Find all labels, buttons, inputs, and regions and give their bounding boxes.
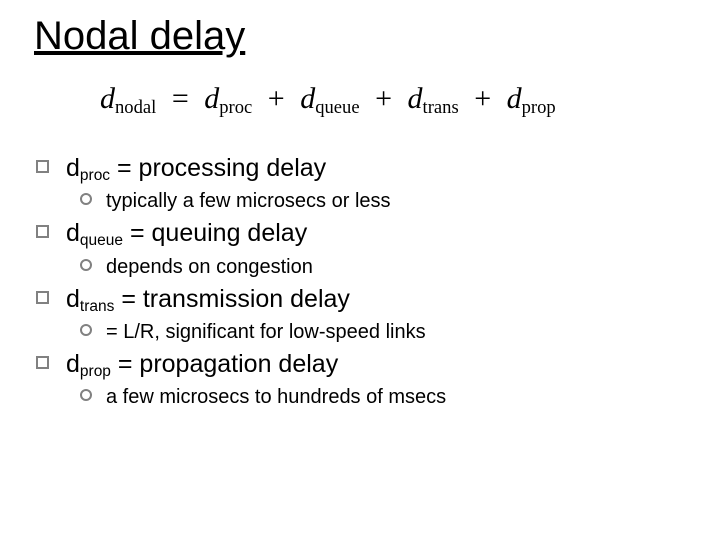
term-rest: = propagation delay bbox=[111, 350, 338, 378]
term-rest: = queuing delay bbox=[123, 219, 307, 247]
eq-equals: = bbox=[164, 82, 197, 115]
item-sub: = L/R, significant for low-speed links bbox=[80, 319, 686, 345]
list-item: dproc = processing delay typically a few… bbox=[36, 153, 686, 214]
item-main: dprop = propagation delay bbox=[36, 349, 686, 381]
eq-plus-1: + bbox=[367, 82, 400, 115]
square-bullet-icon bbox=[36, 153, 66, 173]
eq-rhs0-sub: proc bbox=[219, 97, 252, 118]
item-main: dtrans = transmission delay bbox=[36, 284, 686, 316]
item-sub: typically a few microsecs or less bbox=[80, 188, 686, 214]
item-main: dqueue = queuing delay bbox=[36, 218, 686, 250]
nodal-delay-equation: dnodal = dproc + dqueue + dtrans + dprop bbox=[100, 82, 686, 119]
square-bullet-icon bbox=[36, 349, 66, 369]
term-sub: proc bbox=[80, 167, 110, 184]
eq-rhs3-var: d bbox=[507, 82, 522, 115]
eq-rhs1-var: d bbox=[300, 82, 315, 115]
term-rest: = transmission delay bbox=[114, 285, 350, 313]
item-sub-text: typically a few microsecs or less bbox=[106, 188, 391, 214]
term-var: d bbox=[66, 154, 80, 182]
eq-plus-0: + bbox=[260, 82, 293, 115]
eq-rhs1-sub: queue bbox=[315, 97, 359, 118]
eq-rhs2-var: d bbox=[408, 82, 423, 115]
item-sub: a few microsecs to hundreds of msecs bbox=[80, 384, 686, 410]
circle-bullet-icon bbox=[80, 319, 106, 336]
circle-bullet-icon bbox=[80, 188, 106, 205]
slide: Nodal delay dnodal = dproc + dqueue + dt… bbox=[0, 0, 720, 540]
eq-lhs-var: d bbox=[100, 82, 115, 115]
list-item: dprop = propagation delay a few microsec… bbox=[36, 349, 686, 410]
slide-title: Nodal delay bbox=[34, 14, 686, 58]
term-var: d bbox=[66, 219, 80, 247]
item-term: dtrans = transmission delay bbox=[66, 284, 350, 316]
item-term: dprop = propagation delay bbox=[66, 349, 338, 381]
item-main: dproc = processing delay bbox=[36, 153, 686, 185]
term-sub: prop bbox=[80, 363, 111, 380]
term-var: d bbox=[66, 285, 80, 313]
eq-rhs3-sub: prop bbox=[522, 97, 556, 118]
eq-rhs0-var: d bbox=[204, 82, 219, 115]
square-bullet-icon bbox=[36, 218, 66, 238]
item-sub-text: depends on congestion bbox=[106, 254, 313, 280]
term-var: d bbox=[66, 350, 80, 378]
eq-rhs2-sub: trans bbox=[423, 97, 459, 118]
eq-plus-2: + bbox=[466, 82, 499, 115]
item-sub: depends on congestion bbox=[80, 254, 686, 280]
square-bullet-icon bbox=[36, 284, 66, 304]
circle-bullet-icon bbox=[80, 254, 106, 271]
list-item: dqueue = queuing delay depends on conges… bbox=[36, 218, 686, 279]
item-sub-text: = L/R, significant for low-speed links bbox=[106, 319, 426, 345]
circle-bullet-icon bbox=[80, 384, 106, 401]
term-sub: trans bbox=[80, 298, 114, 315]
term-rest: = processing delay bbox=[110, 154, 326, 182]
item-sub-text: a few microsecs to hundreds of msecs bbox=[106, 384, 446, 410]
item-term: dproc = processing delay bbox=[66, 153, 326, 185]
delay-components-list: dproc = processing delay typically a few… bbox=[36, 153, 686, 410]
eq-lhs-sub: nodal bbox=[115, 97, 156, 118]
list-item: dtrans = transmission delay = L/R, signi… bbox=[36, 284, 686, 345]
item-term: dqueue = queuing delay bbox=[66, 218, 307, 250]
term-sub: queue bbox=[80, 232, 123, 249]
